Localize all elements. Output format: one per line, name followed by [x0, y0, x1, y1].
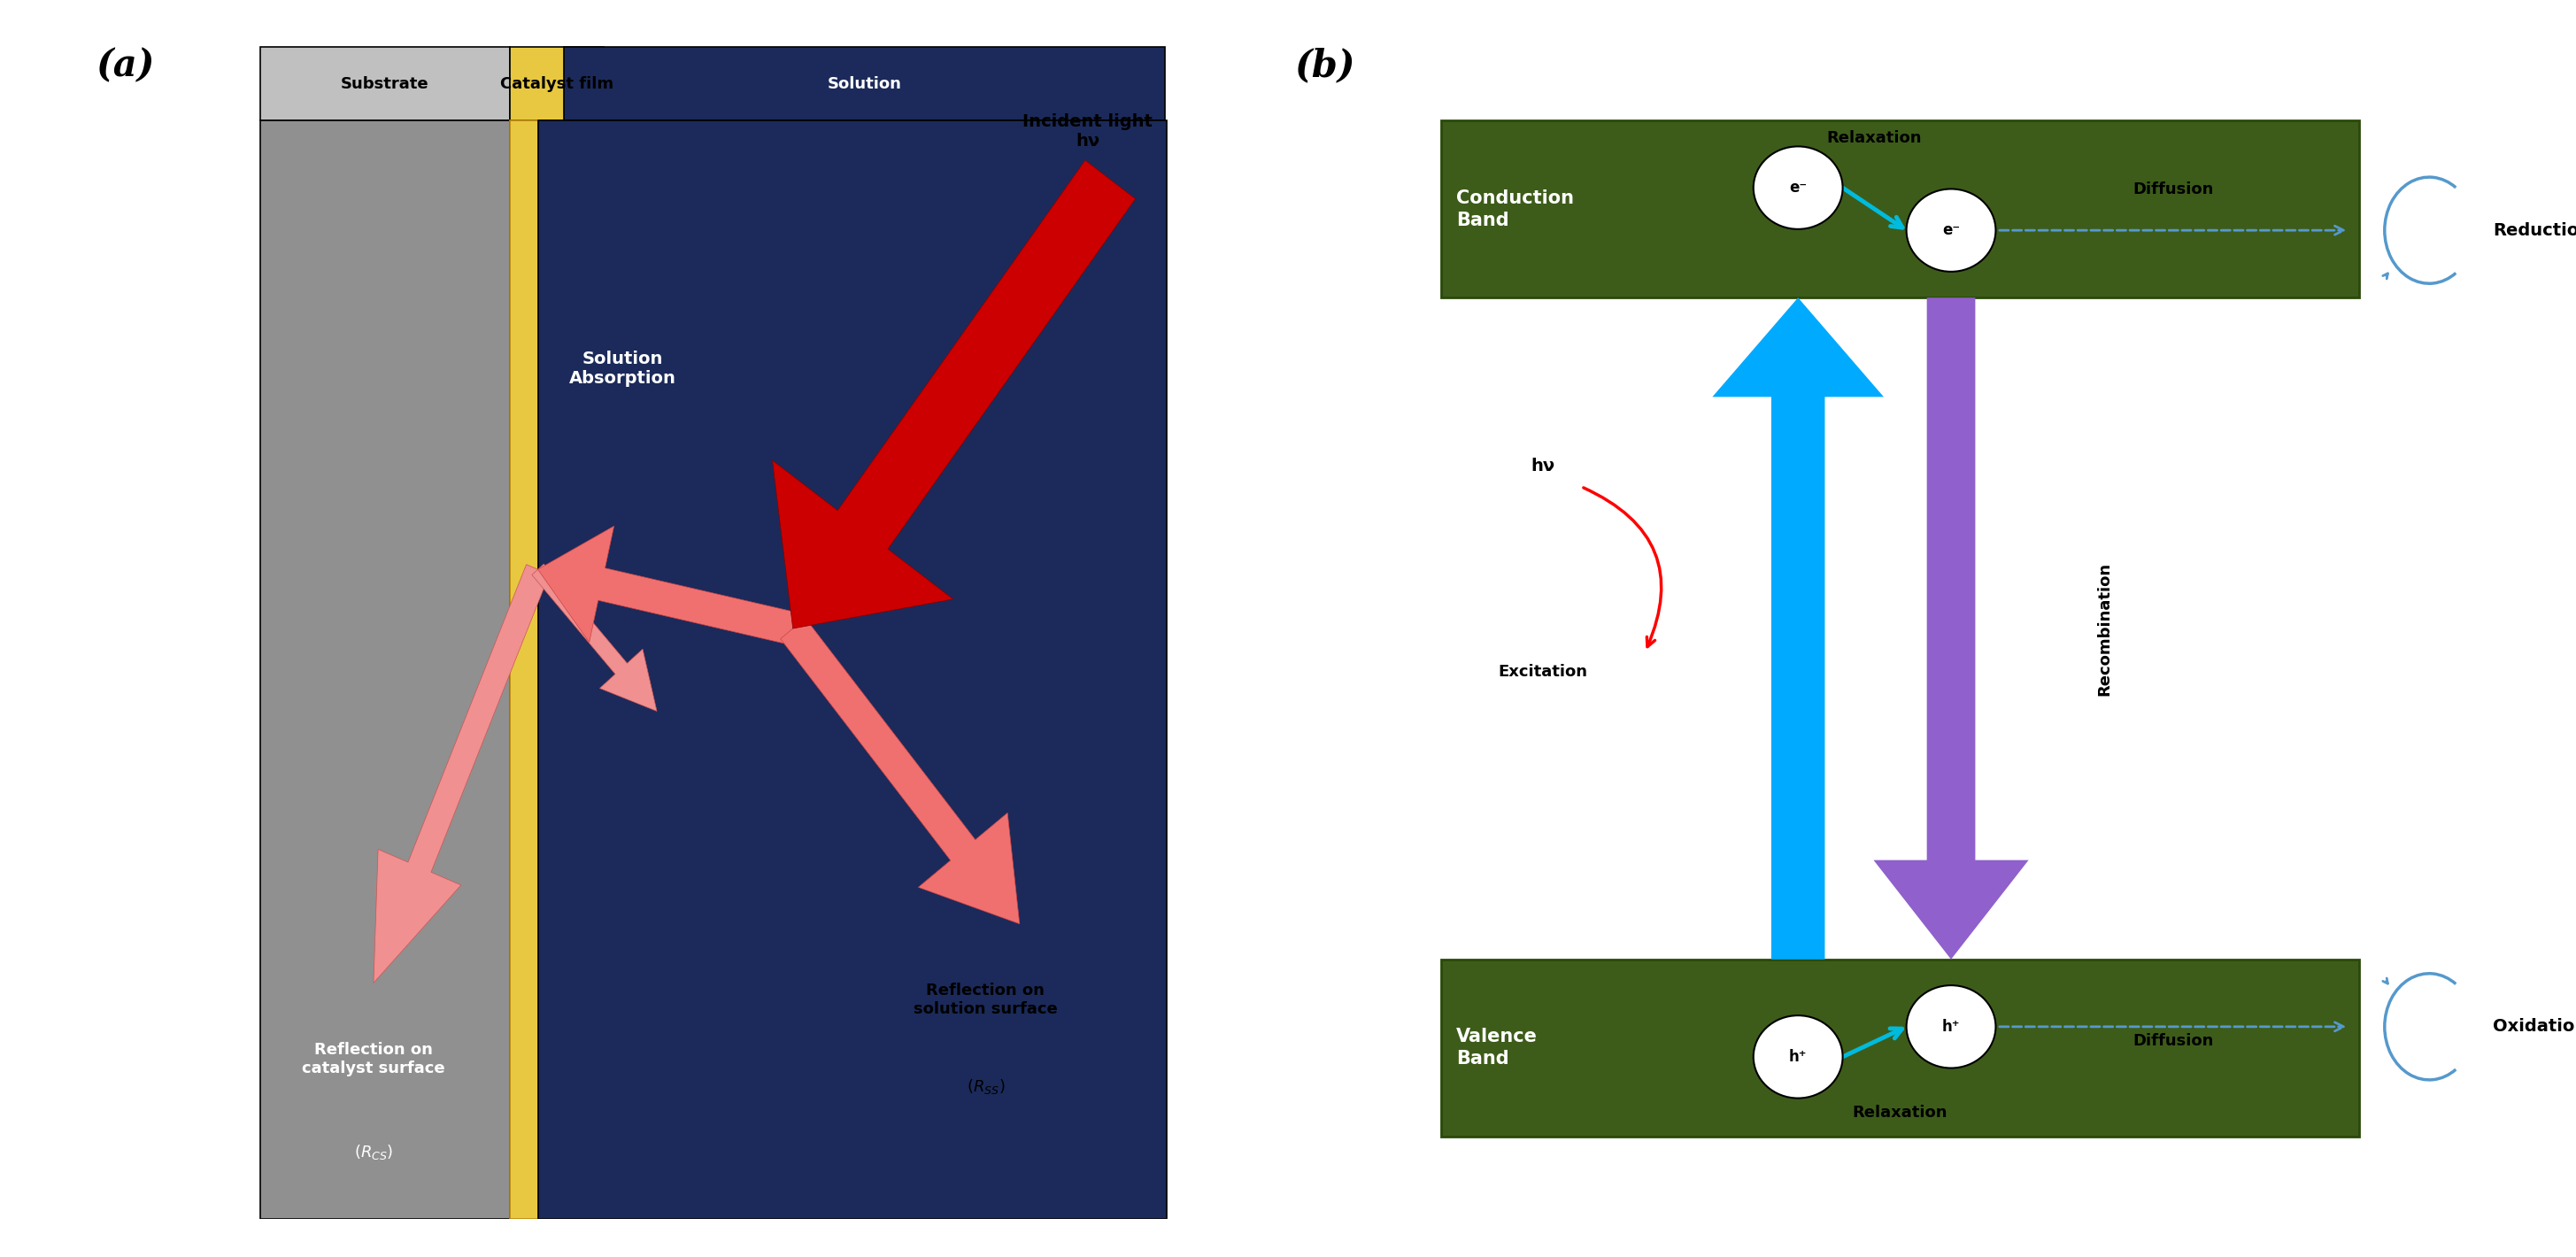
Text: e⁻: e⁻ [1942, 222, 1960, 239]
Text: Incident light
hν: Incident light hν [1023, 113, 1151, 150]
Text: h⁺: h⁺ [1788, 1048, 1808, 1065]
Text: $(R_{CS})$: $(R_{CS})$ [353, 1143, 394, 1161]
Text: Reflection on
catalyst surface: Reflection on catalyst surface [301, 1042, 446, 1076]
Text: Valence
Band: Valence Band [1455, 1028, 1538, 1067]
Bar [510, 48, 603, 121]
Text: Relaxation: Relaxation [1826, 131, 1922, 146]
Text: Solution
Absorption: Solution Absorption [569, 351, 677, 387]
Circle shape [1906, 189, 1996, 272]
Text: Relaxation: Relaxation [1852, 1105, 1947, 1121]
FancyArrowPatch shape [1584, 488, 1662, 646]
Text: Diffusion: Diffusion [2133, 181, 2213, 197]
Bar [510, 121, 538, 1219]
Circle shape [1906, 985, 1996, 1068]
Text: Diffusion: Diffusion [2133, 1032, 2213, 1048]
Bar [260, 121, 510, 1219]
Polygon shape [1713, 298, 1883, 959]
Text: Substrate: Substrate [340, 75, 430, 92]
Bar [538, 121, 1167, 1219]
Text: Catalyst film: Catalyst film [500, 75, 613, 92]
Bar [564, 48, 1164, 121]
Bar [260, 48, 510, 121]
Text: hν: hν [1530, 458, 1556, 475]
Text: Conduction
Band: Conduction Band [1455, 190, 1574, 229]
Polygon shape [781, 618, 1020, 924]
Circle shape [1754, 146, 1842, 229]
Polygon shape [538, 527, 796, 645]
Text: Excitation: Excitation [1499, 664, 1587, 680]
Text: Recombination: Recombination [2097, 562, 2112, 695]
Polygon shape [1873, 298, 2027, 959]
Text: $(R_{SS})$: $(R_{SS})$ [966, 1077, 1005, 1096]
Polygon shape [773, 160, 1136, 628]
Text: Solution: Solution [827, 75, 902, 92]
Text: e⁻: e⁻ [1790, 180, 1806, 196]
Text: (b): (b) [1293, 48, 1355, 84]
Polygon shape [374, 564, 549, 983]
Circle shape [1754, 1016, 1842, 1099]
Polygon shape [531, 564, 657, 711]
Text: (a): (a) [95, 48, 155, 84]
Bar [1440, 121, 2360, 298]
Text: h⁺: h⁺ [1942, 1018, 1960, 1035]
Text: Oxidation: Oxidation [2494, 1018, 2576, 1035]
Bar [1440, 959, 2360, 1136]
Text: Reduction: Reduction [2494, 222, 2576, 239]
Text: Reflection on
solution surface: Reflection on solution surface [914, 983, 1059, 1017]
